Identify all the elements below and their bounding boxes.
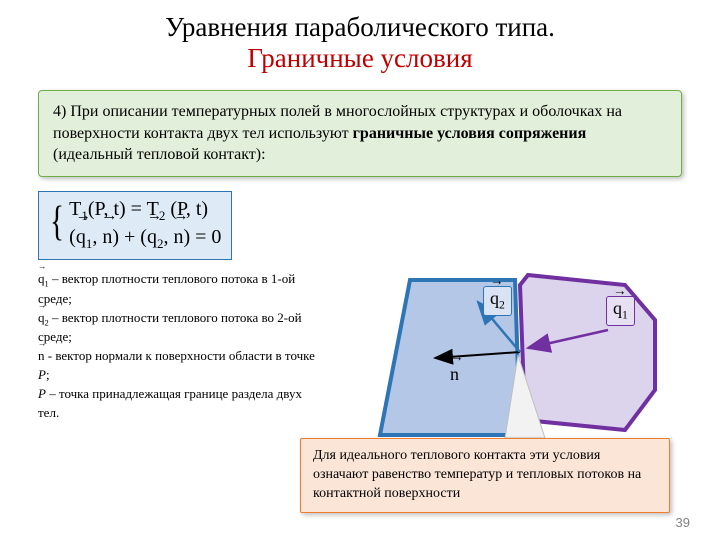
intro-box: 4) При описании температурных полей в мн… (38, 90, 682, 177)
title-line-2: Граничные условия (40, 43, 680, 74)
intro-text-after: (идеальный тепловой контакт): (53, 146, 266, 163)
definition-item: n→ - вектор нормали к поверхности област… (38, 347, 318, 385)
slide-title: Уравнения параболического типа. Граничны… (0, 0, 720, 82)
equation-line-1: T1(P, t) = T2 (P, t) (69, 196, 221, 225)
title-line-1: Уравнения параболического типа. (40, 12, 680, 43)
brace-icon: { (50, 206, 64, 240)
label-n: n→ (450, 364, 459, 385)
equation-line-2: (q→1, n→) + (q→2, n→) = 0 (69, 224, 221, 253)
diagram-svg (350, 260, 690, 460)
contact-diagram: n→ q→2 q→1 (350, 260, 690, 460)
page-number: 39 (676, 515, 690, 530)
definition-item: q→2 – вектор плотности теплового потока … (38, 309, 318, 348)
note-box: Для идеального теплового контакта эти ус… (300, 438, 670, 513)
label-q2: q→2 (483, 286, 512, 316)
equation-box: { T1(P, t) = T2 (P, t) (q→1, n→) + (q→2,… (38, 191, 232, 260)
intro-text-bold: граничные условия сопряжения (353, 125, 587, 142)
label-q1: q→1 (606, 296, 635, 326)
definition-item: P – точка принадлежащая границе раздела … (38, 385, 318, 423)
definitions-list: q→1 – вектор плотности теплового потока … (38, 270, 318, 423)
definition-item: q→1 – вектор плотности теплового потока … (38, 270, 318, 309)
